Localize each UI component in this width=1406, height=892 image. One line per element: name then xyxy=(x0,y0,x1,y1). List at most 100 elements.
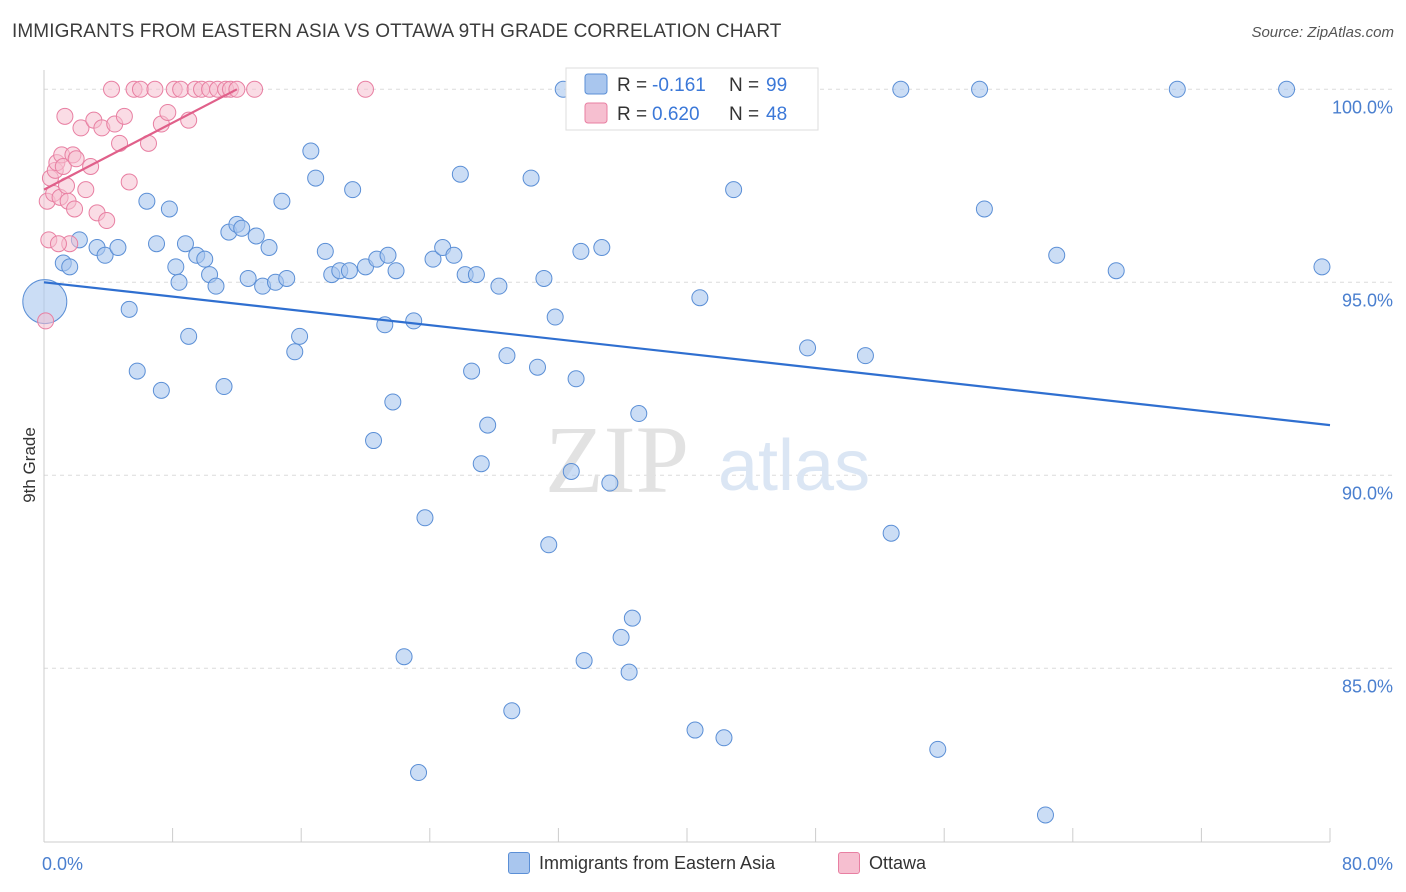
trend-lines xyxy=(43,88,1331,427)
point-immigrants-52 xyxy=(424,250,442,268)
point-ottawa-26 xyxy=(111,134,129,152)
y-tick-labels: 85.0% 90.0% 95.0% 100.0% xyxy=(1332,97,1393,696)
legend-n-label-2: N = xyxy=(729,104,759,125)
point-immigrants-34 xyxy=(302,142,320,160)
point-immigrants-84 xyxy=(725,181,743,199)
point-immigrants-62 xyxy=(498,347,516,365)
point-immigrants-48 xyxy=(395,648,413,666)
point-immigrants-42 xyxy=(365,432,383,450)
bottom-legend-label-immigrants: Immigrants from Eastern Asia xyxy=(539,852,776,873)
point-immigrants-59 xyxy=(472,455,490,473)
point-immigrants-16 xyxy=(180,327,198,345)
point-immigrants-74 xyxy=(593,239,611,257)
point-immigrants-20 xyxy=(207,277,225,295)
point-immigrants-78 xyxy=(623,609,641,627)
y-tick-label-1: 90.0% xyxy=(1342,483,1393,503)
point-immigrants-76 xyxy=(612,628,630,646)
point-immigrants-79 xyxy=(630,405,648,423)
legend-swatch-blue xyxy=(584,73,608,95)
point-immigrants-46 xyxy=(384,393,402,411)
point-immigrants-24 xyxy=(233,219,251,237)
point-ottawa-23 xyxy=(98,212,116,230)
point-immigrants-36 xyxy=(316,242,334,260)
point-immigrants-73 xyxy=(575,652,593,670)
point-immigrants-93 xyxy=(1036,806,1054,824)
legend-r-value-2: 0.620 xyxy=(652,104,700,125)
legend-n-value-1: 99 xyxy=(766,75,787,96)
legend-r-label-2: R = xyxy=(617,104,647,125)
point-immigrants-26 xyxy=(247,227,265,245)
point-immigrants-31 xyxy=(278,269,296,287)
legend-r-label-1: R = xyxy=(617,75,647,96)
point-immigrants-5 xyxy=(96,246,114,264)
point-immigrants-83 xyxy=(715,729,733,747)
point-ottawa-32 xyxy=(146,80,164,98)
point-immigrants-81 xyxy=(686,721,704,739)
point-immigrants-68 xyxy=(546,308,564,326)
point-immigrants-88 xyxy=(882,524,900,542)
point-immigrants-87 xyxy=(856,347,874,365)
point-immigrants-10 xyxy=(148,235,166,253)
point-immigrants-60 xyxy=(479,416,497,434)
point-immigrants-45 xyxy=(379,246,397,264)
point-immigrants-21 xyxy=(215,378,233,396)
legend-r-value-1: -0.161 xyxy=(652,75,706,96)
watermark-zip: ZIP xyxy=(545,406,689,513)
point-immigrants-54 xyxy=(445,246,463,264)
point-immigrants-66 xyxy=(535,269,553,287)
point-ottawa-9 xyxy=(54,158,72,175)
point-immigrants-89 xyxy=(892,80,910,98)
point-ottawa-24 xyxy=(103,80,121,98)
point-ottawa-46 xyxy=(357,80,374,98)
point-immigrants-40 xyxy=(344,181,362,199)
series-ottawa-points xyxy=(37,80,374,330)
y-tick-label-2: 95.0% xyxy=(1342,290,1393,310)
point-immigrants-96 xyxy=(1168,80,1186,98)
point-immigrants-35 xyxy=(307,169,325,187)
point-ottawa-0 xyxy=(37,312,55,330)
point-immigrants-18 xyxy=(196,250,214,268)
point-immigrants-28 xyxy=(260,239,278,257)
point-immigrants-91 xyxy=(971,80,989,98)
point-immigrants-2 xyxy=(61,258,79,276)
point-ottawa-47 xyxy=(49,235,67,253)
point-immigrants-57 xyxy=(463,362,481,380)
top-legend: R = -0.161 N = 99 R = 0.620 N = 48 xyxy=(565,67,819,131)
point-immigrants-8 xyxy=(128,362,146,380)
y-tick-label-0: 85.0% xyxy=(1342,676,1393,696)
point-ottawa-17 xyxy=(72,119,90,137)
point-ottawa-15 xyxy=(66,200,84,218)
y-axis-label: 9th Grade xyxy=(20,427,39,503)
point-immigrants-33 xyxy=(291,327,309,345)
point-ottawa-16 xyxy=(67,150,85,168)
point-immigrants-39 xyxy=(340,262,358,280)
point-immigrants-15 xyxy=(176,235,194,253)
point-immigrants-67 xyxy=(540,536,558,554)
bottom-legend-swatch-pink xyxy=(838,852,860,874)
legend-n-label-1: N = xyxy=(729,75,759,96)
point-immigrants-64 xyxy=(522,169,540,187)
point-ottawa-34 xyxy=(159,103,177,121)
point-immigrants-25 xyxy=(239,269,257,287)
point-immigrants-98 xyxy=(1313,258,1331,276)
point-immigrants-63 xyxy=(503,702,521,720)
point-immigrants-95 xyxy=(1107,262,1125,280)
legend-swatch-pink xyxy=(584,102,608,124)
point-ottawa-10 xyxy=(56,107,74,125)
bottom-legend-swatch-blue xyxy=(508,852,530,874)
point-immigrants-77 xyxy=(620,663,638,681)
point-immigrants-14 xyxy=(170,273,188,291)
bottom-legend-item-ottawa: Ottawa xyxy=(838,852,926,874)
x-tick-label-1: 80.0% xyxy=(1342,854,1393,874)
point-immigrants-11 xyxy=(152,381,170,399)
trend-line-immigrants xyxy=(43,281,1331,427)
point-ottawa-36 xyxy=(172,80,190,98)
chart-title: IMMIGRANTS FROM EASTERN ASIA VS OTTAWA 9… xyxy=(12,21,782,42)
point-immigrants-97 xyxy=(1278,80,1296,98)
point-immigrants-50 xyxy=(410,764,428,782)
point-immigrants-58 xyxy=(467,266,485,284)
x-tick-labels: 0.0% 80.0% xyxy=(42,854,1393,874)
point-immigrants-90 xyxy=(929,740,947,758)
point-immigrants-51 xyxy=(416,509,434,527)
point-immigrants-49 xyxy=(405,312,423,330)
